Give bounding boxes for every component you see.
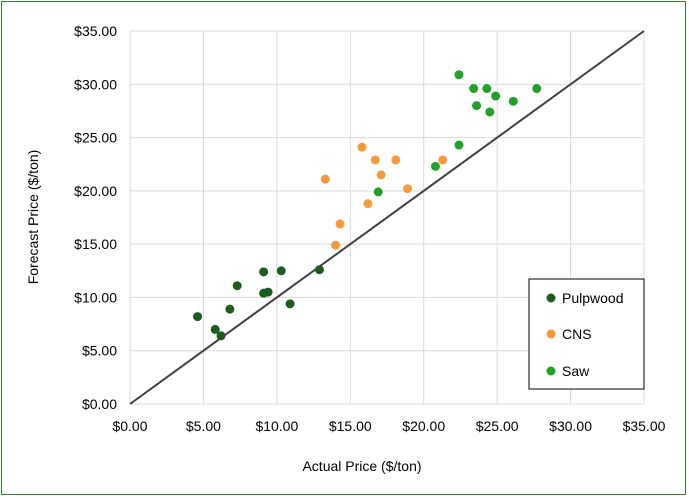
data-point-saw (454, 70, 464, 80)
y-tick-label: $5.00 (82, 343, 117, 359)
data-point-pulpwood (263, 287, 273, 297)
x-tick-label: $10.00 (255, 418, 298, 434)
y-tick-label: $25.00 (74, 130, 117, 146)
data-point-cns (357, 142, 367, 152)
legend-label-cns: CNS (562, 326, 592, 342)
data-point-pulpwood (210, 324, 220, 334)
data-point-saw (373, 187, 383, 197)
data-point-cns (331, 240, 341, 250)
data-point-pulpwood (232, 281, 242, 291)
data-points (193, 70, 542, 341)
x-tick-label: $35.00 (623, 418, 666, 434)
legend-marker-pulpwood (546, 293, 556, 303)
x-tick-label: $30.00 (549, 418, 592, 434)
axes (129, 31, 644, 405)
x-tick-label: $25.00 (476, 418, 519, 434)
reference-line-layer (129, 30, 645, 405)
data-point-pulpwood (314, 265, 324, 275)
reference-line (129, 30, 645, 405)
data-point-cns (403, 184, 413, 194)
legend-label-saw: Saw (562, 363, 590, 379)
data-point-cns (335, 219, 345, 229)
data-point-cns (376, 170, 386, 180)
data-point-saw (454, 140, 464, 150)
y-tick-label: $10.00 (74, 289, 117, 305)
data-point-cns (370, 155, 380, 165)
data-point-pulpwood (216, 331, 226, 341)
data-point-saw (472, 101, 482, 111)
y-tick-label: $30.00 (74, 76, 117, 92)
x-tick-label: $20.00 (402, 418, 445, 434)
data-point-saw (491, 91, 501, 101)
data-point-pulpwood (285, 299, 295, 309)
data-point-cns (391, 155, 401, 165)
data-point-pulpwood (225, 304, 235, 314)
x-tick-label: $0.00 (112, 418, 147, 434)
legend-marker-cns (546, 329, 556, 339)
x-tick-label: $15.00 (329, 418, 372, 434)
data-point-pulpwood (259, 267, 269, 277)
data-point-cns (363, 199, 373, 209)
data-point-saw (485, 107, 495, 117)
y-tick-label: $15.00 (74, 236, 117, 252)
tick-labels: $0.00 $5.00 $10.00 $15.00 $20.00 $25.00 $30.00… (74, 23, 665, 434)
y-tick-label: $0.00 (82, 396, 117, 412)
y-tick-label: $20.00 (74, 183, 117, 199)
x-axis-title: Actual Price ($/ton) (302, 458, 421, 474)
data-point-saw (469, 84, 479, 94)
data-point-saw (482, 84, 492, 94)
data-point-pulpwood (193, 312, 203, 322)
data-point-cns (438, 155, 448, 165)
legend-label-pulpwood: Pulpwood (562, 290, 624, 306)
data-point-saw (508, 96, 518, 106)
y-axis-title: Forecast Price ($/ton) (25, 150, 41, 285)
gridlines (130, 30, 645, 404)
data-point-cns (320, 174, 330, 184)
legend-marker-saw (546, 366, 556, 376)
legend: Pulpwood CNS Saw (528, 278, 645, 390)
x-tick-label: $5.00 (186, 418, 221, 434)
data-point-saw (532, 84, 542, 94)
data-point-pulpwood (276, 266, 286, 276)
data-point-saw (430, 161, 440, 171)
y-tick-label: $35.00 (74, 23, 117, 39)
